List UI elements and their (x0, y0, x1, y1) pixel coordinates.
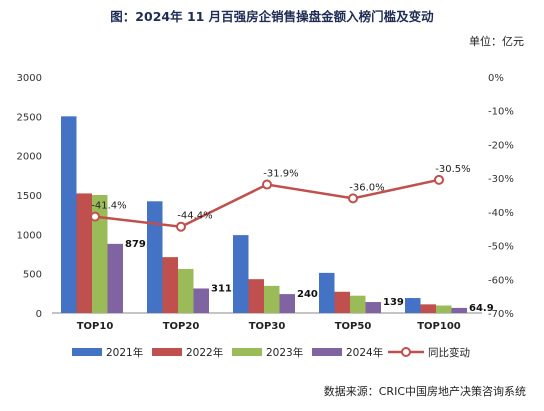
bar-top10-2 (76, 193, 92, 313)
yoy-change-label: -31.9% (263, 169, 298, 180)
source-note: 数据来源：CRIC中国房地产决策咨询系统 (323, 385, 526, 398)
x-category-label: TOP100 (417, 321, 461, 332)
yoy-change-point (434, 174, 444, 185)
y-right-tick-label: -30% (488, 174, 514, 185)
bar-top50-1 (319, 272, 335, 313)
x-category-label: TOP50 (335, 321, 372, 332)
yoy-change-point (90, 211, 100, 222)
x-category-label: TOP20 (163, 321, 200, 332)
bar-top20-3 (178, 268, 194, 313)
unit-label: 单位：亿元 (469, 35, 524, 48)
bar-top50-4 (365, 302, 381, 313)
bar-top30-1 (233, 235, 249, 313)
y-right-tick-label: -20% (488, 140, 514, 151)
bar-data-label: 311.8 (211, 283, 243, 294)
legend-swatch (152, 348, 182, 356)
bar-top20-2 (162, 257, 178, 313)
y-left-tick-label: 1500 (17, 191, 42, 202)
bar-top100-2 (420, 304, 436, 313)
legend-label: 2024年 (346, 346, 383, 359)
yoy-change-label: -41.4% (91, 201, 126, 212)
bar-data-label: 64.9 (469, 303, 494, 314)
bar-top10-4 (107, 243, 123, 313)
bar-top10-3 (92, 195, 108, 313)
bar-data-label: 240.3 (297, 289, 329, 300)
bar-data-label: 139.3 (383, 297, 415, 308)
y-right-tick-label: -50% (488, 242, 514, 253)
bar-top20-4 (193, 288, 209, 313)
y-left-tick-label: 0 (36, 309, 42, 320)
yoy-change-label: -36.0% (349, 182, 384, 193)
legend-swatch (312, 348, 342, 356)
bar-top10-1 (61, 116, 77, 313)
y-left-tick-label: 3000 (17, 73, 42, 84)
yoy-change-label: -44.4% (177, 211, 212, 222)
yoy-change-label: -30.5% (435, 164, 470, 175)
legend-label: 2021年 (106, 346, 143, 359)
bar-top20-1 (147, 201, 163, 313)
y-left-tick-label: 2500 (17, 112, 42, 123)
bar-top30-3 (264, 285, 280, 313)
bar-top100-3 (436, 305, 452, 313)
y-right-tick-label: -60% (488, 275, 514, 286)
y-left-tick-label: 2000 (17, 152, 42, 163)
y-left-tick-label: 500 (23, 270, 42, 281)
bar-top30-2 (248, 279, 264, 313)
yoy-change-point (262, 179, 272, 190)
y-right-tick-label: 0% (488, 73, 504, 84)
bar-data-label: 879.0 (125, 239, 157, 250)
legend-line-marker (401, 347, 411, 357)
bar-top50-2 (334, 291, 350, 313)
legend-label: 2022年 (186, 346, 223, 359)
x-category-label: TOP10 (77, 321, 114, 332)
yoy-change-point (176, 221, 186, 232)
legend-swatch (232, 348, 262, 356)
y-right-tick-label: -70% (488, 309, 514, 320)
bar-top100-4 (451, 307, 467, 313)
chart-title: 图：2024年 11 月百强房企销售操盘金额入榜门槛及变动 (110, 9, 434, 24)
yoy-change-point (348, 193, 358, 204)
x-category-label: TOP30 (249, 321, 286, 332)
legend-label: 2023年 (266, 346, 303, 359)
y-left-tick-label: 1000 (17, 230, 42, 241)
y-right-tick-label: -40% (488, 208, 514, 219)
legend-label: 同比变动 (428, 346, 470, 359)
bar-top100-1 (405, 298, 421, 313)
bar-top50-3 (350, 295, 366, 313)
legend-swatch (72, 348, 102, 356)
y-right-tick-label: -10% (488, 107, 514, 118)
bar-top30-4 (279, 294, 295, 313)
